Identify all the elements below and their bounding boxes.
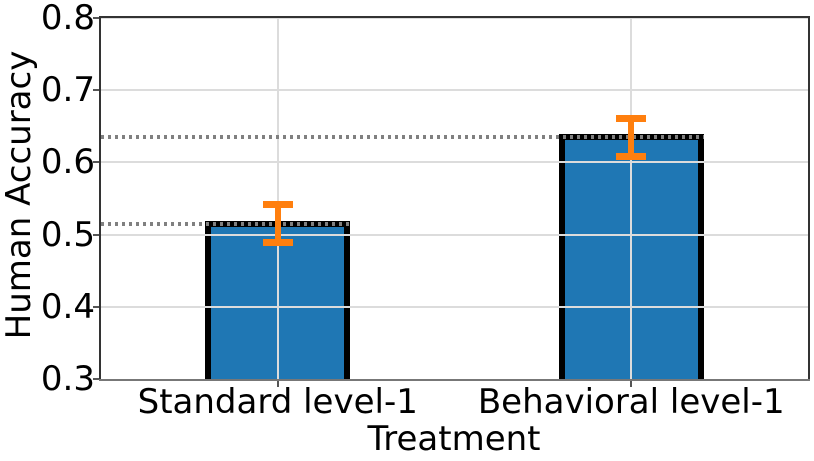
error-bar-line-0 — [274, 204, 281, 244]
x-tick-label: Behavioral level-1 — [477, 382, 785, 422]
h-gridline — [101, 233, 808, 236]
reference-dotted-line-1 — [101, 135, 704, 140]
y-axis-label: Human Accuracy — [0, 50, 39, 340]
y-tick-label: 0.5 — [40, 214, 95, 255]
h-gridline — [101, 161, 808, 164]
y-tick-mark — [93, 305, 99, 308]
error-bar-cap-top-1 — [616, 114, 647, 122]
y-tick-mark — [93, 17, 99, 19]
x-tick-label: Standard level-1 — [137, 382, 418, 422]
top-spine — [99, 16, 810, 18]
y-tick-label: 0.8 — [40, 0, 95, 38]
y-tick-mark — [93, 378, 99, 380]
y-tick-label: 0.6 — [40, 142, 95, 183]
y-tick-label: 0.3 — [40, 359, 95, 399]
v-gridline — [276, 18, 279, 379]
bottom-spine — [99, 379, 810, 381]
h-gridline — [101, 89, 808, 92]
x-tick-mark — [276, 381, 279, 387]
v-gridline — [630, 18, 633, 379]
h-gridline — [101, 17, 808, 19]
y-tick-label: 0.4 — [40, 286, 95, 327]
y-tick-label: 0.7 — [40, 70, 95, 111]
reference-dotted-line-0 — [101, 221, 351, 226]
h-gridline — [101, 305, 808, 308]
error-bar-cap-bottom-0 — [262, 239, 293, 247]
y-tick-mark — [93, 161, 99, 164]
left-spine — [99, 18, 101, 381]
error-bar-cap-top-0 — [262, 201, 293, 209]
y-tick-mark — [93, 233, 99, 236]
y-tick-mark — [93, 89, 99, 92]
error-bar-cap-bottom-1 — [616, 152, 647, 160]
x-tick-mark — [630, 381, 633, 387]
x-axis-label: Treatment — [367, 419, 541, 459]
right-spine — [808, 18, 810, 381]
error-bar-line-1 — [628, 117, 635, 157]
